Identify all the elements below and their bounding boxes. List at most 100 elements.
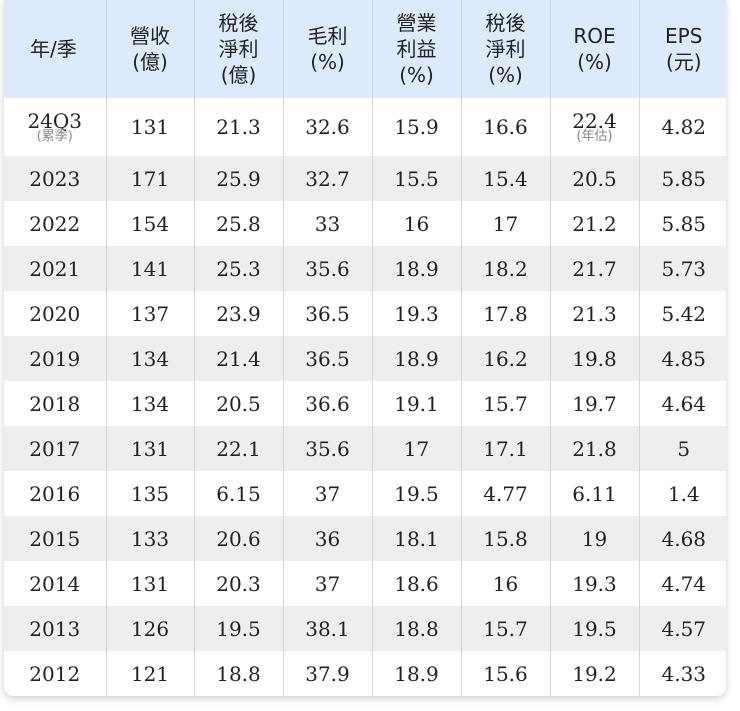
cell-eps: 5.85 — [661, 211, 707, 236]
table-row: 2013 126 19.5 38.1 18.8 15.7 19.5 4.57 — [4, 606, 726, 651]
cell-operating-margin: 17 — [372, 426, 462, 471]
cell-roe: 21.3 — [550, 291, 640, 336]
cell-period: 2021 — [4, 246, 107, 291]
header-gross-margin: 毛利 (%) — [283, 0, 373, 98]
cell-roe: 20.5 — [550, 156, 640, 201]
cell-roe: 19 — [550, 516, 640, 561]
financial-table-card: 年/季 營收 (億) 稅後 淨利 (億) 毛利 (%) 營業 利益 — [4, 0, 726, 696]
cell-operating-margin: 15.9 — [372, 98, 462, 156]
cell-operating-margin: 18.9 — [372, 651, 462, 696]
table-row: 2016 135 6.15 37 19.5 4.77 6.11 1.4 — [4, 471, 726, 516]
cell-net-income: 25.8 — [194, 201, 284, 246]
cell-roe: 21.2 — [550, 201, 640, 246]
cell-gross-margin: 33 — [283, 201, 373, 246]
cell-gross-margin: 36.6 — [283, 381, 373, 426]
cell-gross-margin: 35.6 — [283, 426, 373, 471]
cell-revenue: 135 — [106, 471, 195, 516]
cell-eps: 5.42 — [661, 301, 707, 326]
cell-net-income: 22.1 — [194, 426, 284, 471]
cell-gross-margin: 32.7 — [283, 156, 373, 201]
header-net-margin: 稅後 淨利 (%) — [461, 0, 551, 98]
cell-gross-margin: 37 — [283, 561, 373, 606]
cell-net-income: 19.5 — [194, 606, 284, 651]
cell-operating-margin: 16 — [372, 201, 462, 246]
cell-operating-margin: 19.1 — [372, 381, 462, 426]
table-row: 2020 137 23.9 36.5 19.3 17.8 21.3 5.42 — [4, 291, 726, 336]
cell-roe: 19.3 — [550, 561, 640, 606]
table-row: 2019 134 21.4 36.5 18.9 16.2 19.8 4.85 — [4, 336, 726, 381]
cell-net-income: 21.3 — [194, 98, 284, 156]
cell-net-margin: 17.8 — [461, 291, 551, 336]
cell-net-margin: 15.7 — [461, 381, 551, 426]
table-row: 2018 134 20.5 36.6 19.1 15.7 19.7 4.64 — [4, 381, 726, 426]
cell-revenue: 126 — [106, 606, 195, 651]
table-row: 2021 141 25.3 35.6 18.9 18.2 21.7 5.73 — [4, 246, 726, 291]
cell-eps: 4.64 — [661, 391, 707, 416]
cell-operating-margin: 18.8 — [372, 606, 462, 651]
cell-period: 2023 — [4, 156, 107, 201]
cell-net-margin: 15.6 — [461, 651, 551, 696]
cell-operating-margin: 19.3 — [372, 291, 462, 336]
roe-note: (年估) — [576, 129, 613, 144]
cell-net-margin: 15.8 — [461, 516, 551, 561]
cell-eps: 4.74 — [661, 571, 707, 596]
cell-revenue: 134 — [106, 336, 195, 381]
table-row: 2022 154 25.8 33 16 17 21.2 5.85 — [4, 201, 726, 246]
cell-period: 2019 — [4, 336, 107, 381]
cell-net-income: 20.5 — [194, 381, 284, 426]
cell-period: 2016 — [4, 471, 107, 516]
cell-eps: 5.73 — [639, 246, 726, 291]
cell-net-margin: 4.77 — [461, 471, 551, 516]
cell-revenue: 171 — [106, 156, 195, 201]
cell-eps: 4.57 — [639, 606, 726, 651]
cell-operating-margin: 18.9 — [372, 246, 462, 291]
cell-net-income: 21.4 — [194, 336, 284, 381]
cell-period: 2014 — [4, 561, 107, 606]
cell-gross-margin: 32.6 — [283, 98, 373, 156]
cell-period: 2013 — [4, 606, 107, 651]
header-period: 年/季 — [4, 0, 107, 98]
cell-revenue: 131 — [106, 561, 195, 606]
cell-eps: 4.68 — [639, 516, 726, 561]
cell-revenue: 134 — [106, 381, 195, 426]
cell-revenue: 121 — [106, 651, 195, 696]
cell-gross-margin: 37 — [283, 471, 373, 516]
cell-eps: 4.33 — [661, 661, 707, 686]
cell-period: 24Q3 (累季) — [4, 98, 107, 156]
cell-net-margin: 16.2 — [461, 336, 551, 381]
cell-net-margin: 18.2 — [461, 246, 551, 291]
cell-gross-margin: 36 — [283, 516, 373, 561]
cell-revenue: 137 — [106, 291, 195, 336]
header-net-income: 稅後 淨利 (億) — [194, 0, 284, 98]
header-revenue: 營收 (億) — [106, 0, 195, 98]
table-row: 2017 131 22.1 35.6 17 17.1 21.8 5 — [4, 426, 726, 471]
cell-operating-margin: 15.5 — [372, 156, 462, 201]
cell-operating-margin: 19.5 — [372, 471, 462, 516]
cell-net-income: 25.9 — [194, 156, 284, 201]
cell-gross-margin: 37.9 — [283, 651, 373, 696]
table-row: 2012 121 18.8 37.9 18.9 15.6 19.2 4.33 — [4, 651, 726, 696]
cell-gross-margin: 36.5 — [283, 336, 373, 381]
cell-period: 2018 — [4, 381, 107, 426]
cell-net-income: 6.15 — [194, 471, 284, 516]
cell-revenue: 154 — [106, 201, 195, 246]
cell-operating-margin: 18.6 — [372, 561, 462, 606]
cell-operating-margin: 18.9 — [372, 336, 462, 381]
cell-net-margin: 17 — [461, 201, 551, 246]
cell-gross-margin: 36.5 — [283, 291, 373, 336]
cell-revenue: 131 — [106, 98, 195, 156]
table-row: 2023 171 25.9 32.7 15.5 15.4 20.5 5.85 — [4, 156, 726, 201]
cell-net-margin: 15.7 — [461, 606, 551, 651]
cell-eps: 4.82 — [661, 115, 707, 139]
cell-eps: 5 — [639, 426, 726, 471]
cell-period: 2020 — [4, 291, 107, 336]
cell-roe: 19.5 — [550, 606, 640, 651]
table-row-current: 24Q3 (累季) 131 21.3 32.6 15.9 16.6 22.4 (… — [4, 98, 726, 156]
period-note: (累季) — [36, 129, 73, 144]
cell-gross-margin: 35.6 — [283, 246, 373, 291]
cell-eps: 4.85 — [639, 336, 726, 381]
cell-roe: 22.4 (年估) — [550, 98, 640, 156]
cell-roe: 19.7 — [550, 381, 640, 426]
cell-net-income: 20.6 — [194, 516, 284, 561]
cell-net-income: 18.8 — [194, 651, 284, 696]
